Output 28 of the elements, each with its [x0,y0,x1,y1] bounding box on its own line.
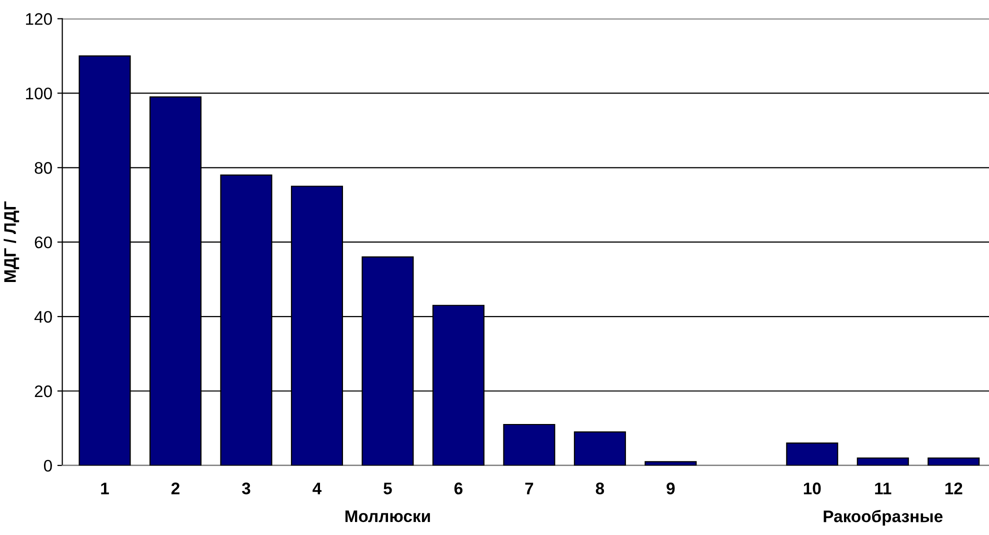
y-tick-label: 100 [26,88,52,100]
x-tick-label: 12 [945,482,962,494]
y-tick-label: 80 [34,162,52,174]
x-tick-label: 1 [101,482,109,494]
x-tick-label: 4 [312,482,322,494]
bar [928,457,980,466]
bar [503,424,556,466]
text: Ракообразные [824,510,943,526]
text: Моллюски [345,510,430,522]
x-tick-label: 8 [596,482,604,494]
y-tick-label: 20 [34,385,52,398]
bar [574,431,626,466]
x-tick-label: 2 [171,482,180,494]
x-tick-label: 9 [666,482,675,494]
x-tick-label: 3 [242,482,250,494]
y-axis-title: МДГ / ЛДГ [4,201,20,282]
y-tick-label: 120 [26,13,52,25]
bar [644,461,697,466]
y-tick-label: 0 [44,460,52,472]
y-tick-label: 40 [34,310,52,323]
y-tick-label: 60 [34,236,52,248]
x-tick-label: 7 [525,482,534,494]
x-tick-label: 5 [384,482,392,494]
x-tick-label: 6 [454,482,462,494]
bar [786,442,838,466]
bar [856,457,909,466]
x-tick-label: 11 [875,482,892,494]
x-tick-label: 10 [804,482,821,494]
